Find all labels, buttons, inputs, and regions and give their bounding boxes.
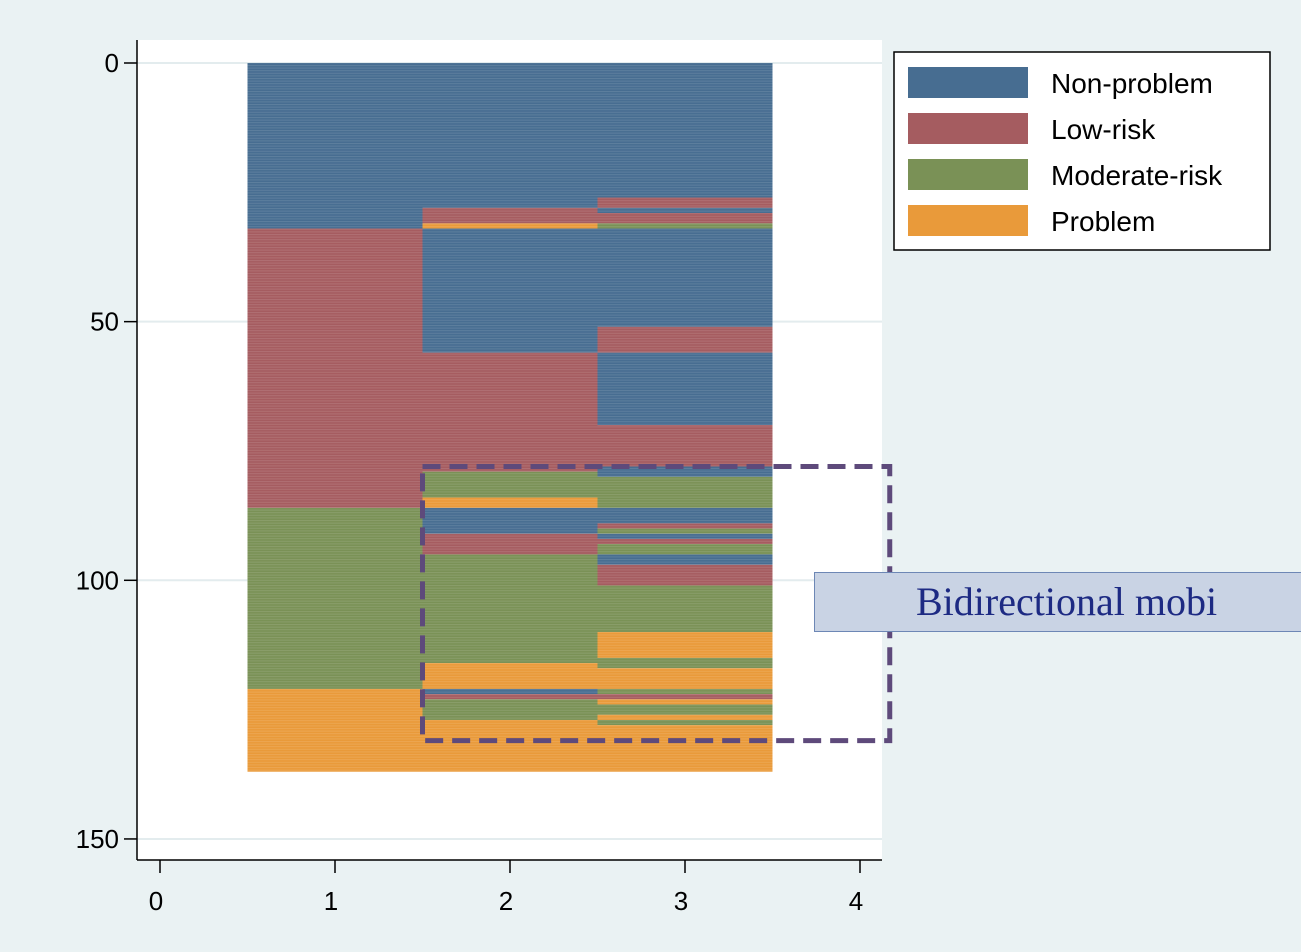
annotation-text: Bidirectional mobi (916, 579, 1218, 624)
y-tick-label: 100 (76, 565, 119, 595)
legend-label: Low-risk (1051, 114, 1156, 145)
annotation-callout: Bidirectional mobi (814, 572, 1301, 632)
legend-swatch (908, 205, 1028, 236)
legend-label: Moderate-risk (1051, 160, 1223, 191)
x-tick-label: 4 (849, 886, 863, 916)
x-tick-label: 1 (324, 886, 338, 916)
x-tick-label: 3 (674, 886, 688, 916)
sequence-texture (247, 63, 773, 772)
legend-swatch (908, 113, 1028, 144)
legend-swatch (908, 159, 1028, 190)
y-tick-label: 0 (105, 48, 119, 78)
y-tick-label: 150 (76, 824, 119, 854)
x-tick-label: 2 (499, 886, 513, 916)
legend-label: Problem (1051, 206, 1155, 237)
legend-label: Non-problem (1051, 68, 1213, 99)
legend-swatch (908, 67, 1028, 98)
x-tick-label: 0 (149, 886, 163, 916)
y-tick-label: 50 (90, 307, 119, 337)
